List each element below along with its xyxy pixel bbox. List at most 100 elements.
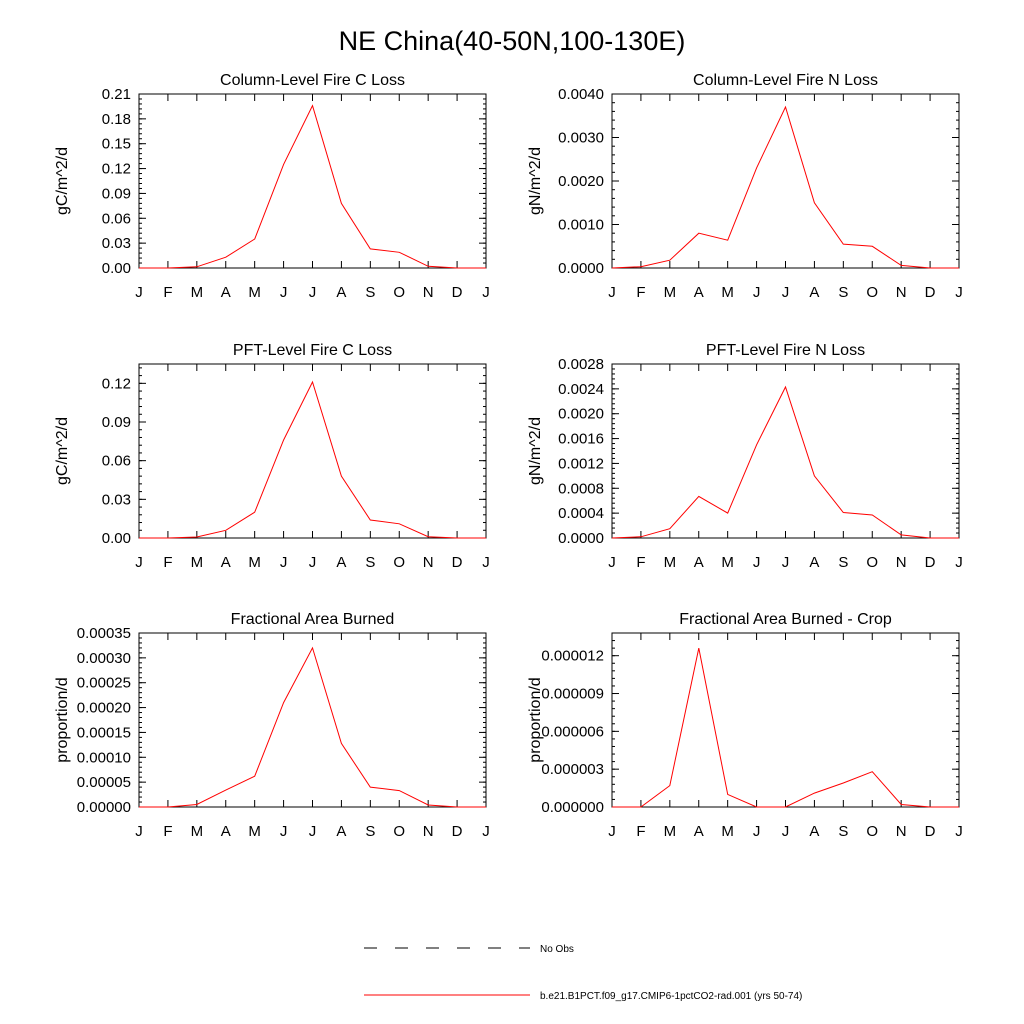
chart-title: Fractional Area Burned - Crop xyxy=(679,611,892,628)
x-tick-label: A xyxy=(221,823,231,840)
x-tick-label: A xyxy=(221,284,231,301)
x-tick-label: M xyxy=(248,554,261,571)
y-tick-label: 0.0020 xyxy=(558,406,604,423)
x-tick-label: J xyxy=(280,284,288,301)
y-tick-label: 0.06 xyxy=(102,210,131,227)
x-tick-label: O xyxy=(866,284,878,301)
y-tick-label: 0.000012 xyxy=(541,648,604,665)
y-tick-label: 0.000000 xyxy=(541,799,604,816)
x-tick-label: O xyxy=(866,823,878,840)
y-tick-label: 0.0028 xyxy=(558,356,604,373)
x-tick-label: A xyxy=(336,554,346,571)
x-tick-label: M xyxy=(664,823,677,840)
y-tick-label: 0.03 xyxy=(102,235,131,252)
x-tick-label: J xyxy=(955,823,963,840)
x-tick-label: D xyxy=(925,284,936,301)
y-axis-label: proportion/d xyxy=(54,677,71,762)
x-tick-label: S xyxy=(838,284,848,301)
y-tick-label: 0.00020 xyxy=(77,700,131,717)
x-tick-label: S xyxy=(838,554,848,571)
y-tick-label: 0.0030 xyxy=(558,130,604,147)
series-line-1 xyxy=(139,646,486,808)
y-tick-label: 0.0000 xyxy=(558,260,604,277)
y-axis-label: gN/m^2/d xyxy=(527,147,544,215)
series-line-1 xyxy=(139,380,486,539)
x-tick-label: M xyxy=(664,284,677,301)
x-tick-label: J xyxy=(782,823,790,840)
x-tick-label: O xyxy=(393,284,405,301)
x-tick-label: M xyxy=(248,284,261,301)
x-tick-label: J xyxy=(482,823,490,840)
y-tick-label: 0.06 xyxy=(102,453,131,470)
x-tick-label: S xyxy=(365,823,375,840)
x-tick-label: J xyxy=(753,823,761,840)
x-tick-label: J xyxy=(280,823,288,840)
y-tick-label: 0.0020 xyxy=(558,173,604,190)
x-tick-label: J xyxy=(955,554,963,571)
x-tick-label: A xyxy=(694,284,704,301)
y-tick-label: 0.15 xyxy=(102,136,131,153)
chart-title: PFT-Level Fire C Loss xyxy=(233,342,392,359)
x-tick-label: J xyxy=(309,823,317,840)
x-tick-label: D xyxy=(452,284,463,301)
chart-title: Column-Level Fire N Loss xyxy=(693,72,878,89)
y-tick-label: 0.21 xyxy=(102,86,131,103)
x-tick-label: J xyxy=(782,554,790,571)
x-tick-label: J xyxy=(608,284,616,301)
legend-label-model: b.e21.B1PCT.f09_g17.CMIP6-1pctCO2-rad.00… xyxy=(540,991,802,1002)
x-tick-label: A xyxy=(809,554,819,571)
x-tick-label: D xyxy=(452,823,463,840)
x-tick-label: N xyxy=(423,823,434,840)
x-tick-label: D xyxy=(925,823,936,840)
plot-frame xyxy=(611,93,960,269)
chart-title: Column-Level Fire C Loss xyxy=(220,72,405,89)
x-tick-label: J xyxy=(280,554,288,571)
x-tick-label: S xyxy=(838,823,848,840)
x-tick-label: S xyxy=(365,284,375,301)
series-line-1 xyxy=(612,647,959,808)
series-line-1 xyxy=(139,104,486,269)
x-tick-label: A xyxy=(221,554,231,571)
x-tick-label: N xyxy=(896,554,907,571)
y-tick-label: 0.0040 xyxy=(558,86,604,103)
y-axis-label: gC/m^2/d xyxy=(54,147,71,215)
chart-title: PFT-Level Fire N Loss xyxy=(706,342,865,359)
y-tick-label: 0.09 xyxy=(102,414,131,431)
x-tick-label: A xyxy=(694,554,704,571)
y-tick-label: 0.0004 xyxy=(558,505,604,522)
x-tick-label: N xyxy=(423,284,434,301)
y-tick-label: 0.000003 xyxy=(541,761,604,778)
x-tick-label: F xyxy=(163,554,172,571)
x-tick-label: N xyxy=(896,284,907,301)
x-tick-label: O xyxy=(393,823,405,840)
x-tick-label: M xyxy=(191,823,204,840)
y-tick-label: 0.00005 xyxy=(77,774,131,791)
x-tick-label: J xyxy=(608,823,616,840)
x-tick-label: M xyxy=(721,554,734,571)
legend: No Obs b.e21.B1PCT.f09_g17.CMIP6-1pctCO2… xyxy=(364,944,802,1002)
x-tick-label: J xyxy=(782,284,790,301)
y-tick-label: 0.0024 xyxy=(558,381,604,398)
y-tick-label: 0.00 xyxy=(102,260,131,277)
y-tick-label: 0.00010 xyxy=(77,749,131,766)
x-tick-label: A xyxy=(336,284,346,301)
y-tick-label: 0.00025 xyxy=(77,675,131,692)
y-tick-label: 0.00030 xyxy=(77,650,131,667)
y-tick-label: 0.000009 xyxy=(541,686,604,703)
y-tick-label: 0.00035 xyxy=(77,625,131,642)
y-tick-label: 0.03 xyxy=(102,491,131,508)
plot-frame xyxy=(138,632,487,808)
x-tick-label: J xyxy=(135,823,143,840)
legend-label-no-obs: No Obs xyxy=(540,944,574,955)
y-tick-label: 0.0010 xyxy=(558,217,604,234)
y-tick-label: 0.0012 xyxy=(558,455,604,472)
figure-title: NE China(40-50N,100-130E) xyxy=(339,26,686,56)
x-tick-label: A xyxy=(809,823,819,840)
x-tick-label: J xyxy=(955,284,963,301)
